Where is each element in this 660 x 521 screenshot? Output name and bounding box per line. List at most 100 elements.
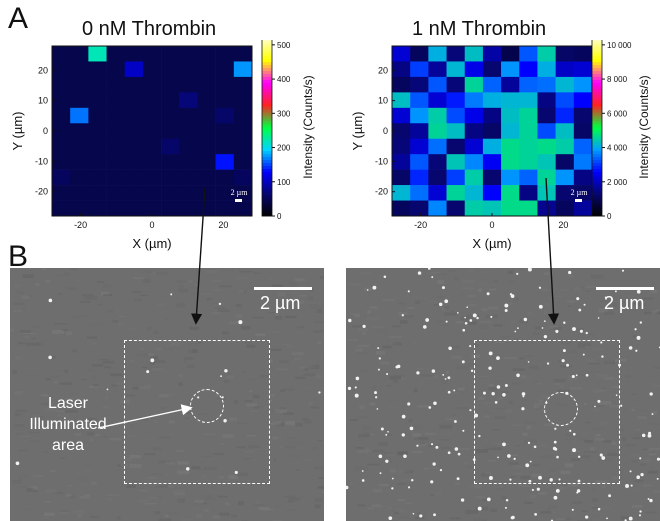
colorbar-segment <box>262 43 272 48</box>
sem-texture <box>479 320 493 323</box>
sem-texture <box>586 290 592 292</box>
sem-texture <box>570 369 582 372</box>
sem-particle <box>218 302 222 306</box>
sem-texture <box>571 512 576 516</box>
sem-particle <box>496 356 500 361</box>
sem-texture <box>567 300 575 303</box>
sem-texture <box>237 305 244 309</box>
sem-particle <box>533 445 537 449</box>
sem-texture <box>610 503 622 506</box>
sem-texture <box>450 355 463 360</box>
heatmap-cell <box>428 107 447 124</box>
colorbar-segment <box>262 153 272 158</box>
sem-texture <box>84 494 91 497</box>
sem-texture <box>298 294 307 297</box>
sem-texture <box>164 474 170 476</box>
sem-particle <box>355 376 360 381</box>
colorbar-segment <box>262 40 272 42</box>
sem-particle <box>464 316 466 319</box>
sem-texture <box>110 373 123 377</box>
sem-texture <box>246 344 256 348</box>
colorbar-segment <box>262 49 272 54</box>
sem-texture <box>243 458 254 460</box>
colorbar-segment <box>592 112 602 116</box>
sem-texture <box>440 447 451 449</box>
colorbar-segment <box>262 138 272 143</box>
heatmap-cell <box>215 154 235 170</box>
heatmap-cell <box>501 107 520 124</box>
sem-texture <box>512 424 524 427</box>
sem-texture <box>365 447 370 452</box>
sem-texture <box>13 302 25 305</box>
sem-texture <box>548 309 559 314</box>
sem-particle <box>597 317 600 319</box>
sem-texture <box>44 500 51 503</box>
sem-texture <box>128 328 136 330</box>
sem-particle <box>594 405 596 408</box>
sem-texture <box>553 326 562 330</box>
sem-texture <box>74 433 82 436</box>
sem-texture <box>499 336 510 339</box>
sem-texture <box>350 419 358 422</box>
sem-particle <box>494 401 498 404</box>
sem-texture <box>295 462 301 464</box>
colorbar-segment <box>592 97 602 101</box>
sem-texture <box>222 331 229 335</box>
sem-texture <box>277 292 285 297</box>
sem-texture <box>389 335 403 339</box>
heatmap-cell <box>555 107 575 124</box>
sem-texture <box>653 490 660 493</box>
sem-texture <box>254 504 265 506</box>
sem-texture <box>24 335 30 339</box>
sem-particle <box>575 374 578 377</box>
sem-texture <box>317 439 323 442</box>
sem-particle <box>649 498 653 503</box>
sem-texture <box>399 484 409 488</box>
sem-texture <box>151 367 164 371</box>
sem-texture <box>530 494 538 499</box>
sem-particle <box>568 270 572 275</box>
heatmap-cell <box>519 123 538 140</box>
sem-texture <box>288 281 297 286</box>
sem-particle <box>361 479 365 482</box>
heatmap-cell <box>161 107 180 124</box>
sem-particle <box>629 470 632 473</box>
sem-texture <box>417 443 427 447</box>
sem-texture <box>102 360 114 364</box>
laser-illuminated-label: Laser Illuminated area <box>18 393 118 456</box>
colorbar-segment <box>262 207 272 211</box>
laser-spot-circle <box>190 389 224 423</box>
heatmap-cell <box>106 61 126 78</box>
sem-particle <box>431 276 434 279</box>
sem-particle <box>636 475 641 480</box>
heatmap-cell <box>179 92 198 109</box>
sem-texture <box>359 405 365 409</box>
heatmap-cell <box>215 185 235 201</box>
colorbar-tick-label: 500 <box>277 41 291 50</box>
colorbar-segment <box>592 186 602 190</box>
sem-texture <box>488 384 495 388</box>
sem-texture <box>539 370 549 375</box>
heatmap-cell <box>519 154 538 170</box>
sem-texture <box>415 300 421 305</box>
heatmap-cell <box>573 169 593 186</box>
sem-texture <box>534 381 540 383</box>
sem-texture <box>583 451 597 453</box>
sem-texture <box>502 355 515 357</box>
sem-texture <box>598 458 612 462</box>
sem-texture <box>208 302 218 305</box>
sem-texture <box>33 475 45 477</box>
sem-particle <box>638 514 642 517</box>
sem-texture <box>565 433 577 437</box>
sem-texture <box>452 414 456 416</box>
sem-texture <box>473 344 479 347</box>
sem-texture <box>154 511 161 515</box>
map-scalebar-bar <box>235 199 242 202</box>
sem-texture <box>86 336 98 339</box>
sem-particle <box>562 349 566 353</box>
sem-texture <box>26 373 38 378</box>
heatmap-cell <box>464 123 484 140</box>
heatmap-cell <box>70 169 89 186</box>
colorbar-tick-label: 100 <box>277 178 291 187</box>
colorbar-label: Intensity (Counts/s) <box>637 75 651 178</box>
